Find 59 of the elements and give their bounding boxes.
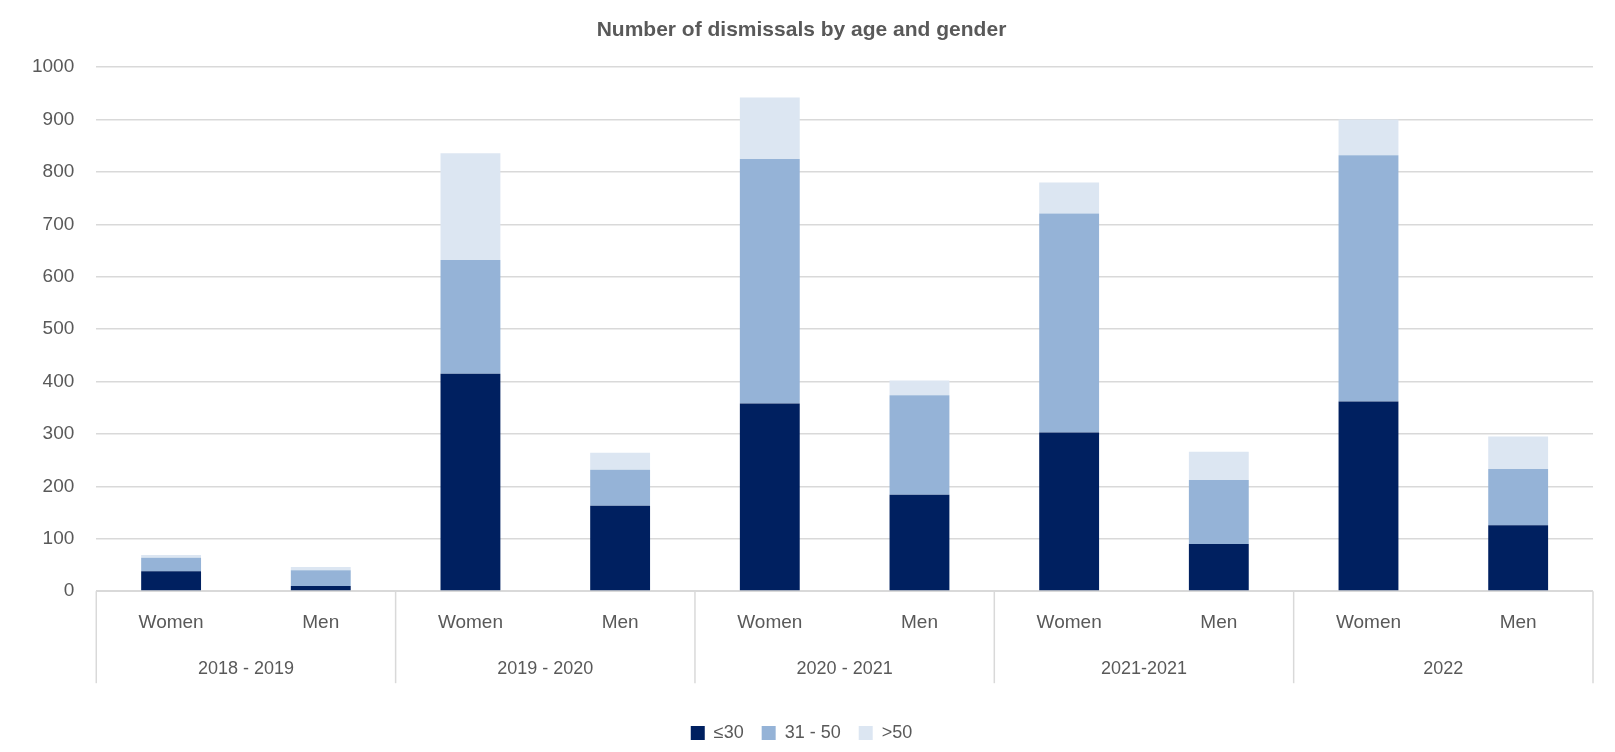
- bar: [739, 97, 800, 159]
- x-tick-label: Women: [437, 610, 504, 632]
- bar: [590, 505, 651, 591]
- legend-label: >50: [881, 721, 913, 742]
- legend-label: 31 - 50: [784, 721, 841, 742]
- bar: [440, 153, 501, 261]
- bar: [1039, 182, 1100, 214]
- x-tick-label: Men: [302, 610, 340, 632]
- bar: [889, 380, 950, 396]
- bar: [141, 557, 202, 572]
- bar: [1488, 436, 1549, 470]
- bar: [1188, 451, 1249, 481]
- bar: [141, 555, 202, 558]
- bar: [590, 452, 651, 470]
- y-tick-label: 100: [42, 527, 75, 549]
- bar: [440, 260, 501, 374]
- bar: [1338, 119, 1399, 156]
- y-tick-label: 1000: [31, 55, 75, 77]
- bar: [1039, 213, 1100, 433]
- bar: [290, 570, 351, 586]
- bar: [739, 158, 800, 404]
- bar: [1338, 155, 1399, 402]
- y-tick-label: 800: [42, 160, 75, 182]
- x-tick-label: Men: [1499, 610, 1537, 632]
- x-tick-label: Women: [737, 610, 803, 632]
- x-tick-label: Men: [601, 610, 639, 632]
- bar: [1039, 432, 1100, 591]
- text: 2021-2021: [1100, 658, 1188, 679]
- text: 2018 - 2019: [197, 658, 294, 679]
- bar: [1488, 525, 1549, 591]
- x-tick-label: Women: [1036, 610, 1102, 632]
- x-tick-label: Women: [1335, 610, 1402, 632]
- bar: [590, 469, 651, 506]
- bar: [440, 373, 501, 591]
- bar: [1488, 469, 1549, 526]
- bar: [1188, 480, 1249, 545]
- x-tick-label: Men: [1200, 610, 1238, 632]
- bar: [739, 403, 800, 591]
- bar: [1338, 401, 1399, 591]
- y-tick-label: 500: [42, 317, 75, 339]
- y-tick-label: 200: [42, 474, 75, 496]
- text: 2019 - 2020: [497, 658, 594, 679]
- text: 2020 - 2021: [796, 658, 893, 679]
- y-tick-label: 400: [42, 369, 75, 391]
- y-tick-label: 300: [42, 422, 75, 444]
- y-tick-label: 700: [42, 212, 75, 234]
- bar: [290, 567, 351, 571]
- y-tick-label: 600: [42, 265, 75, 287]
- x-tick-label: Men: [900, 610, 938, 632]
- y-tick-label: 0: [63, 579, 75, 601]
- bar: [1188, 544, 1249, 591]
- y-tick-label: 900: [42, 107, 75, 129]
- legend-label: ≤30: [713, 721, 744, 742]
- bar: [141, 571, 202, 591]
- bar: [889, 395, 950, 495]
- x-tick-label: Women: [138, 610, 204, 632]
- text: 2022: [1423, 658, 1464, 679]
- chart-title: Number of dismissals by age and gender: [596, 17, 1007, 41]
- bar: [889, 494, 950, 591]
